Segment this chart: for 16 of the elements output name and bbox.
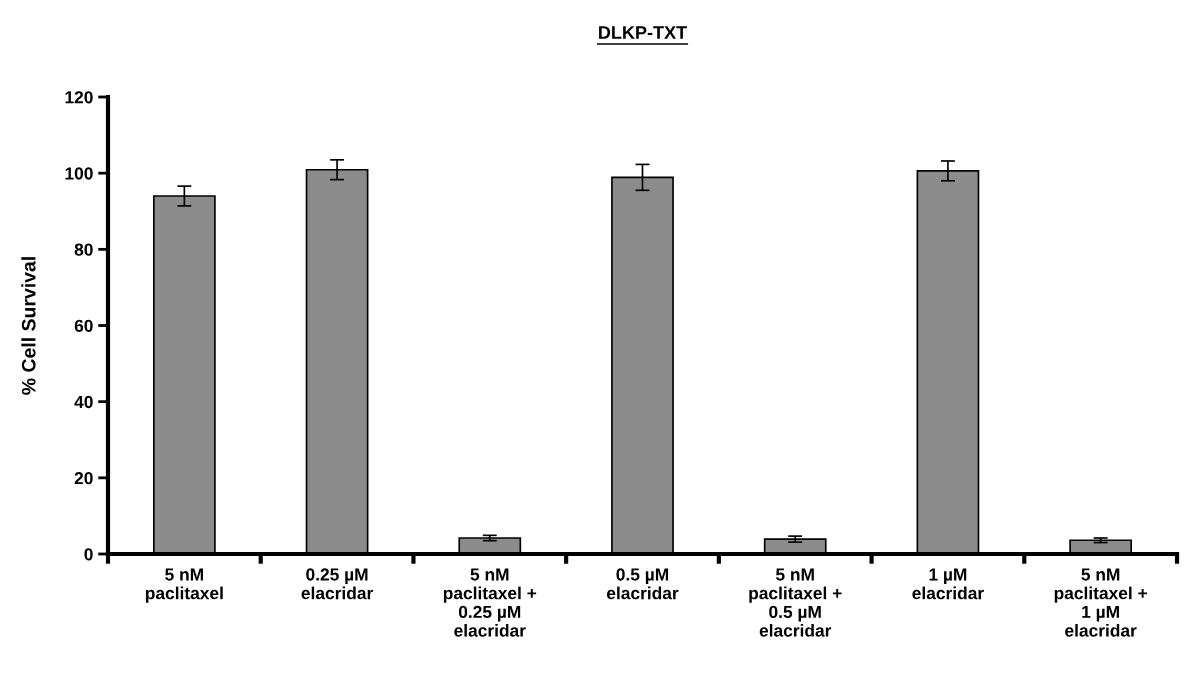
x-tick-label: 5 nM paclitaxel + 0.25 µM elacridar — [443, 568, 537, 637]
x-tick-label: 1 µM elacridar — [912, 568, 984, 600]
x-tick-label: 5 nM paclitaxel — [145, 568, 223, 603]
y-tick-label: 60 — [74, 319, 93, 332]
x-tick-label: 5 nM paclitaxel + 1 µM elacridar — [1054, 568, 1147, 637]
x-tick-label: 5 nM paclitaxel + 0.5 µM elacridar — [749, 568, 842, 637]
y-tick-label: 0 — [84, 548, 93, 561]
chart-title: DLKP-TXT — [599, 26, 687, 39]
y-axis-title: % Cell Survival — [21, 257, 36, 395]
y-tick-label: 20 — [74, 472, 93, 485]
x-tick-label: 0.25 µM elacridar — [301, 568, 373, 600]
x-tick-label: 0.5 µM elacridar — [606, 568, 679, 600]
y-tick-label: 100 — [65, 167, 93, 180]
y-tick-label: 40 — [74, 395, 93, 409]
y-tick-label: 80 — [74, 243, 93, 256]
y-tick-label: 120 — [65, 91, 93, 104]
